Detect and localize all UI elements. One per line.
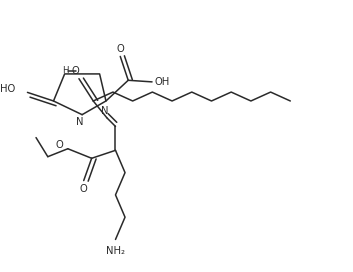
Text: OH: OH [155, 77, 170, 87]
Text: O: O [72, 66, 80, 76]
Text: O: O [55, 140, 63, 150]
Text: NH₂: NH₂ [106, 246, 125, 256]
Text: O: O [79, 184, 87, 194]
Text: HO: HO [0, 84, 16, 94]
Text: N: N [76, 117, 83, 127]
Text: N: N [101, 106, 109, 116]
Text: H: H [62, 66, 69, 75]
Text: O: O [116, 44, 124, 54]
